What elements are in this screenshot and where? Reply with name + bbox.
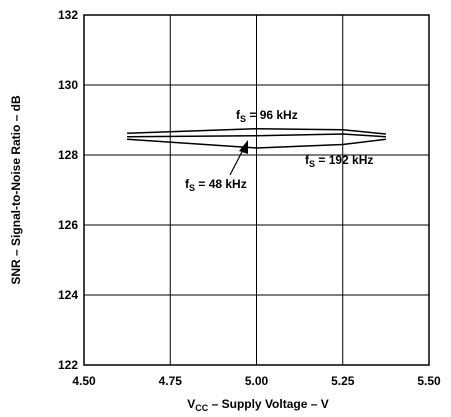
x-tick-label: 5.00	[245, 374, 269, 388]
annotation-192khz: fS = 192 kHz	[305, 153, 373, 169]
annotation-48khz: fS = 48 kHz	[185, 177, 247, 193]
grid-lines	[83, 14, 430, 366]
x-tick-label: 4.75	[159, 374, 183, 388]
y-tick-label: 122	[58, 358, 78, 372]
y-axis-label: SNR – Signal-to-Noise Ratio – dB	[9, 95, 23, 285]
annotation-96khz: fS = 96 kHz	[236, 108, 298, 124]
series-line-2	[127, 138, 386, 149]
annotation-48khz-arrowhead	[239, 140, 248, 154]
y-tick-label: 132	[58, 8, 78, 22]
series-line-3	[127, 133, 386, 138]
plot-frame	[83, 14, 430, 366]
y-tick-label: 126	[58, 218, 78, 232]
x-tick-labels: 4.50 4.75 5.00 5.25 5.50	[72, 374, 441, 388]
y-tick-label: 124	[58, 288, 78, 302]
x-tick-label: 4.50	[72, 374, 96, 388]
series-layer	[127, 127, 386, 149]
x-tick-label: 5.25	[331, 374, 355, 388]
y-tick-label: 128	[58, 148, 78, 162]
y-tick-labels: 122 124 126 128 130 132	[58, 8, 78, 372]
x-axis-label: VCC – Supply Voltage – V	[187, 397, 329, 413]
y-tick-label: 130	[58, 78, 78, 92]
series-line-1	[127, 127, 386, 135]
x-tick-label: 5.50	[417, 374, 441, 388]
